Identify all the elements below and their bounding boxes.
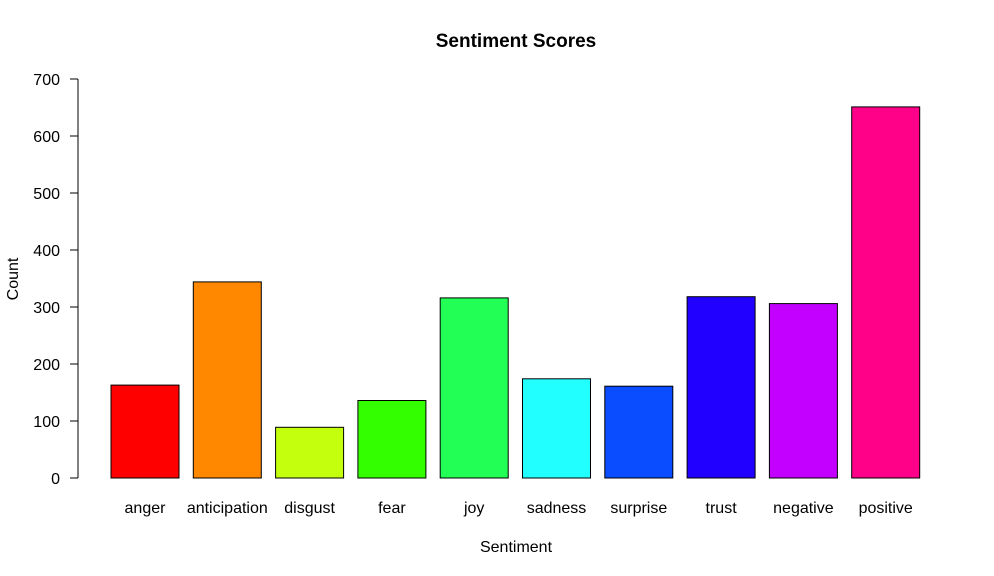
y-tick-label-300: 300 [33, 300, 60, 317]
x-axis-title: Sentiment [480, 539, 553, 556]
y-tick-label-700: 700 [33, 72, 60, 89]
x-tick-label-joy: joy [463, 500, 484, 517]
bars [110, 106, 921, 479]
y-tick-label-0: 0 [51, 471, 60, 488]
bar-joy [439, 297, 509, 479]
x-tick-label-sadness: sadness [527, 500, 587, 517]
y-tick-label-500: 500 [33, 186, 60, 203]
y-tick-label-400: 400 [33, 243, 60, 260]
x-tick-label-anger: anger [125, 500, 167, 517]
bar-trust [686, 296, 756, 479]
x-tick-label-fear: fear [378, 500, 406, 517]
bar-anticipation [192, 281, 262, 479]
bar-anger [110, 384, 180, 479]
x-tick-label-trust: trust [706, 500, 738, 517]
y-tick-label-600: 600 [33, 129, 60, 146]
x-tick-label-disgust: disgust [284, 500, 335, 517]
bar-surprise [604, 385, 674, 479]
bar-disgust [275, 426, 345, 479]
x-tick-label-negative: negative [773, 500, 834, 517]
y-tick-label-200: 200 [33, 357, 60, 374]
bar-sadness [522, 378, 591, 479]
x-tick-label-positive: positive [859, 500, 913, 517]
y-tick-label-100: 100 [33, 414, 60, 431]
bar-fear [357, 400, 427, 479]
chart-title: Sentiment Scores [436, 31, 597, 52]
y-axis-title: Count [5, 257, 22, 300]
x-tick-label-surprise: surprise [610, 500, 667, 517]
x-axis-labels: anger anticipation disgust fear joy sadness su… [125, 500, 913, 517]
bar-negative [768, 303, 838, 479]
x-tick-label-anticipation: anticipation [187, 500, 268, 517]
y-axis: 0 100 200 300 400 500 600 700 [33, 72, 79, 488]
bar-positive [851, 106, 921, 479]
